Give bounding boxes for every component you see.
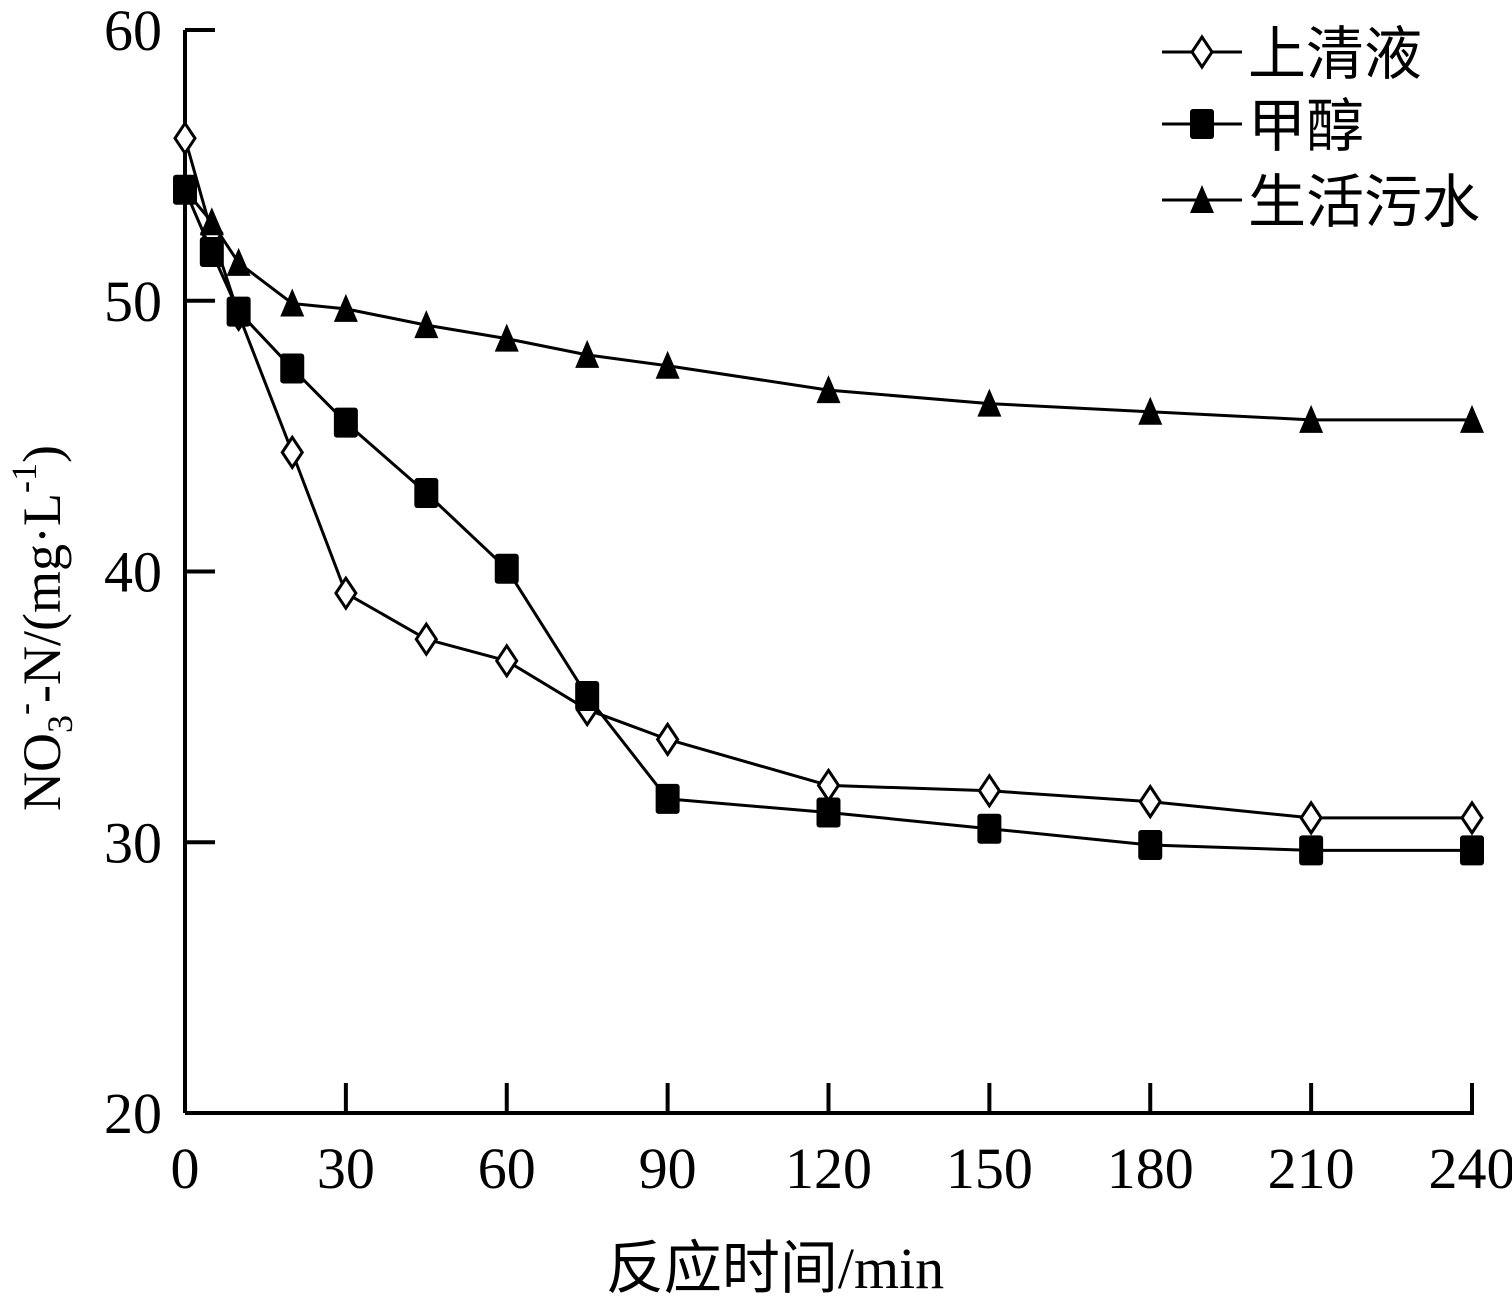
legend-label: 生活污水 [1248,170,1480,235]
y-tick-label: 30 [104,810,162,875]
x-tick-label: 180 [1107,1136,1194,1201]
data-point [977,813,1002,844]
legend-label: 甲醇 [1248,94,1364,159]
axes [183,28,1474,1115]
x-tick-label: 60 [478,1136,536,1201]
data-point [977,773,1002,809]
data-point [333,407,358,438]
x-tick-label: 240 [1429,1136,1512,1201]
data-point [816,797,841,828]
data-point [1138,396,1163,425]
data-point [280,353,305,384]
x-tick-label: 0 [171,1136,200,1201]
y-tick-label: 40 [104,540,162,605]
series-line [183,137,1472,820]
y-tick-label: 20 [104,1081,162,1146]
data-point [226,296,251,327]
data-point [655,783,680,814]
y-label-sup2: -1 [4,463,44,493]
legend-marker [1190,185,1214,213]
series-1 [173,120,1484,836]
series-line [183,189,1472,852]
y-tick-label: 50 [104,269,162,334]
legend-label: 上清液 [1248,22,1422,87]
data-point [977,388,1002,417]
data-point [199,237,224,268]
x-tick-label: 210 [1268,1136,1355,1201]
data-point [1138,829,1163,860]
data-point [1299,800,1323,836]
data-point [1299,835,1324,866]
legend-marker [1190,109,1214,139]
y-label-prefix: NO [12,733,72,811]
series-2 [173,174,1484,866]
data-point [655,350,680,379]
data-point [334,575,358,611]
x-tick-label: 120 [785,1136,872,1201]
x-tick-label: 150 [946,1136,1033,1201]
data-point [414,621,439,657]
data-point [494,643,519,679]
data-point [575,339,600,368]
data-point [280,288,305,317]
data-point [1138,783,1163,820]
y-axis-label: NO3--N/(mg·L-1) [4,445,80,811]
data-point [1460,835,1484,866]
y-label-sup: - [4,703,44,715]
data-point [494,553,519,584]
data-point [816,767,841,804]
y-label-sub: 3 [40,715,80,733]
x-tick-label: 30 [317,1136,375,1201]
data-point [1299,404,1324,433]
series-layer [173,120,1484,866]
data-point [333,293,358,322]
data-point [655,721,680,758]
data-point [280,434,305,471]
data-point [199,207,224,236]
data-point [173,174,197,203]
data-point [816,375,841,404]
data-point [173,120,197,157]
y-tick-label: 60 [104,0,162,63]
legend-marker [1190,34,1214,70]
data-point [1460,800,1484,836]
data-point [226,247,251,276]
data-point [1460,404,1484,433]
x-axis-label: 反应时间/min [606,1236,944,1299]
y-label-suffix: ) [12,445,72,463]
data-point [414,310,439,339]
series-3 [173,174,1484,433]
data-point [414,477,439,508]
y-label-mid: -N/(mg·L [12,493,72,703]
data-point [494,323,519,352]
tick-labels: 20 30 40 50 60 0 30 60 90 120 150 180 210 240 [104,0,1512,1201]
data-point [575,681,600,712]
x-tick-label: 90 [639,1136,697,1201]
